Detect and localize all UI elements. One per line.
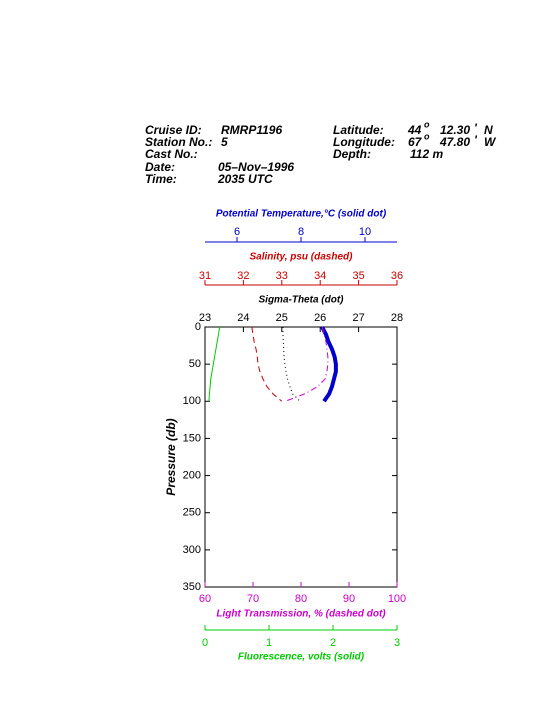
x-axis-title: Sigma-Theta (dot)	[259, 295, 345, 306]
x-tick-label: 2	[330, 637, 336, 649]
x-tick-label: 36	[391, 270, 403, 282]
x-tick-label: 80	[295, 593, 307, 605]
x-tick-label: 60	[199, 593, 211, 605]
x-tick-label: 24	[237, 312, 249, 324]
x-tick-label: 32	[237, 270, 249, 282]
x-tick-label: 8	[298, 226, 304, 238]
hemisphere: W	[484, 135, 497, 149]
field-label: Latitude:	[333, 123, 384, 137]
field-label: Longitude:	[333, 135, 395, 149]
x-tick-label: 23	[199, 312, 211, 324]
x-tick-label: 35	[352, 270, 364, 282]
x-tick-label: 25	[276, 312, 288, 324]
x-tick-label: 6	[234, 226, 240, 238]
x-axis-title: Fluorescence, volts (solid)	[238, 652, 365, 663]
y-axis-title: Pressure (db)	[164, 418, 178, 495]
x-axis-title: Light Transmission, % (dashed dot)	[216, 609, 386, 620]
minute-mark: '	[474, 133, 478, 147]
degrees: 44	[407, 123, 422, 137]
x-tick-label: 3	[394, 637, 400, 649]
x-tick-label: 31	[199, 270, 211, 282]
profile-line	[208, 326, 221, 402]
x-tick-label: 27	[352, 312, 364, 324]
x-tick-label: 33	[276, 270, 288, 282]
field-label: Date:	[145, 160, 175, 174]
x-tick-label: 28	[391, 312, 403, 324]
profile-line	[320, 326, 338, 403]
minutes: 47.80	[439, 135, 470, 149]
field-value: 5	[221, 135, 228, 149]
field-label: Time:	[145, 172, 177, 186]
field-value: 112 m	[410, 147, 443, 161]
x-tick-label: 34	[314, 270, 326, 282]
x-tick-label: 10	[359, 226, 371, 238]
y-tick-label: 200	[183, 469, 201, 481]
x-tick-label: 26	[314, 312, 326, 324]
degree-mark: o	[424, 119, 430, 129]
y-tick-label: 150	[183, 432, 201, 444]
y-tick-label: 0	[195, 321, 201, 333]
x-tick-label: 70	[247, 593, 259, 605]
x-tick-label: 100	[388, 593, 406, 605]
profile-line	[284, 326, 329, 402]
field-label: Cast No.:	[145, 147, 198, 161]
y-tick-label: 50	[189, 358, 201, 370]
minute-mark: '	[474, 121, 478, 135]
hemisphere: N	[484, 123, 493, 137]
y-tick-label: 350	[183, 581, 201, 593]
profile-line	[251, 326, 283, 402]
x-axis-title: Potential Temperature,°C (solid dot)	[216, 209, 387, 220]
profile-line	[282, 327, 301, 402]
y-tick-label: 300	[183, 544, 201, 556]
degree-mark: o	[424, 131, 430, 141]
plot-frame	[204, 326, 398, 588]
field-value: 2035 UTC	[217, 172, 273, 186]
degrees: 67	[408, 135, 423, 149]
x-tick-label: 90	[343, 593, 355, 605]
field-value: 05–Nov–1996	[218, 160, 294, 174]
x-tick-label: 1	[266, 637, 272, 649]
field-label: Station No.:	[145, 135, 212, 149]
field-label: Cruise ID:	[145, 123, 202, 137]
x-tick-label: 0	[202, 637, 208, 649]
x-axis-title: Salinity, psu (dashed)	[250, 252, 354, 263]
field-label: Depth:	[333, 147, 371, 161]
y-tick-label: 250	[183, 507, 201, 519]
y-tick-label: 100	[183, 395, 201, 407]
field-value: RMRP1196	[221, 123, 282, 137]
minutes: 12.30	[440, 123, 470, 137]
